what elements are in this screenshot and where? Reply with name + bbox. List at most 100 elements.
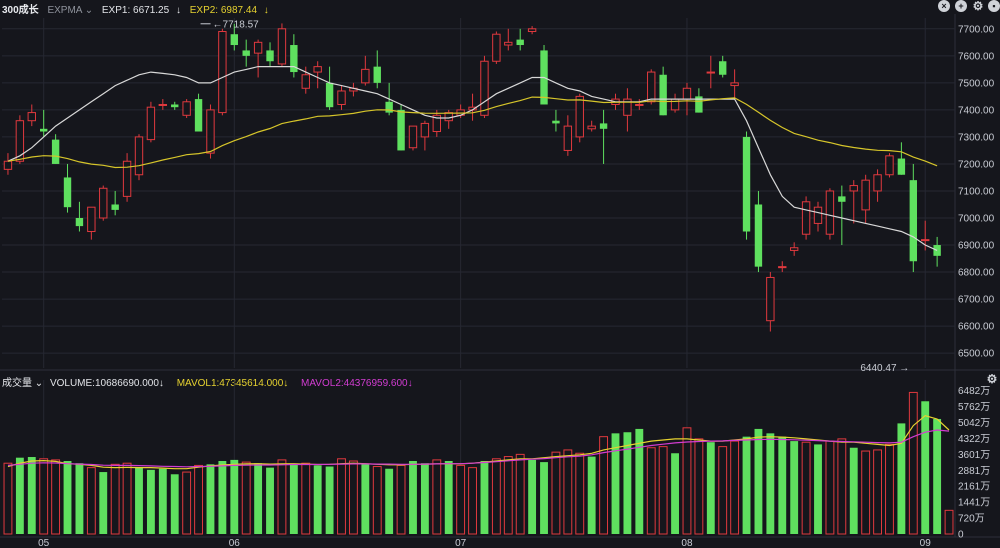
volume-bar (682, 427, 692, 535)
volume-bar (86, 467, 96, 535)
volume-bar (825, 440, 835, 535)
candle-body (885, 155, 894, 176)
main-header: 300成长 EXPMA ⌄ EXP1: 6671.25 ↓ EXP2: 6987… (2, 1, 269, 16)
symbol-label: 300成长 (2, 5, 39, 16)
volume-bar (325, 466, 334, 534)
candle-body (277, 28, 287, 65)
indicator-dropdown[interactable]: EXPMA ⌄ (47, 5, 95, 16)
candle-body (397, 109, 405, 151)
candle-body (301, 74, 310, 89)
mavol2-line (7, 429, 950, 468)
volume-bar (933, 418, 942, 534)
volume-bar (778, 436, 787, 534)
volume-bar (491, 458, 501, 535)
volume-bar (587, 456, 596, 534)
candle-body (516, 39, 524, 46)
candle-body (27, 112, 36, 122)
exp2-label: EXP2: 6987.44 (189, 5, 258, 16)
volume-bar (396, 464, 406, 535)
exp2-arrow: ↓ (263, 5, 269, 16)
volume-bar (301, 462, 311, 535)
volume-bar (515, 453, 525, 535)
volume-tick-label: 5762万 (958, 402, 990, 413)
candle-body (909, 180, 917, 262)
volume-bar (27, 457, 36, 534)
grid-lines (0, 14, 1000, 538)
volume-bar (409, 461, 417, 534)
x-tick-label: 09 (920, 538, 932, 548)
mavol1-label: MAVOL1:47345614.000↓ (176, 378, 289, 389)
candle-body (194, 99, 203, 132)
volume-title[interactable]: 成交量 ⌄ (2, 378, 46, 389)
volume-header: 成交量 ⌄ VOLUME:10686690.000↓ MAVOL1:473456… (2, 374, 413, 389)
volume-bar (456, 464, 466, 535)
volume-bar (873, 449, 882, 535)
volume-bar (814, 444, 822, 534)
candle-body (897, 158, 906, 175)
volume-bar (420, 463, 429, 534)
volume-bar (671, 453, 679, 534)
candle-body (87, 206, 96, 233)
volume-bar (170, 474, 179, 534)
add-icon[interactable]: + (955, 0, 967, 12)
candle-body (754, 204, 763, 267)
layout-icon[interactable]: ▪ (988, 0, 1000, 12)
candle-body (408, 125, 418, 149)
settings-icon[interactable]: ⚙ (972, 0, 984, 13)
volume-tick-label: 6482万 (958, 386, 990, 397)
candle-body (182, 101, 191, 116)
price-tick-label: 7200.00 (958, 159, 995, 170)
chevron-down-icon: ⌄ (34, 378, 44, 389)
close-icon[interactable]: × (938, 0, 950, 12)
candle-body (552, 120, 560, 124)
candle-body (587, 125, 596, 130)
candle-body (933, 245, 941, 256)
x-tick-label: 05 (38, 538, 50, 548)
candle-body (171, 104, 179, 108)
candle-body (730, 82, 739, 87)
volume-bar (897, 423, 906, 534)
price-tick-label: 7400.00 (958, 105, 995, 116)
candle-body (325, 82, 334, 108)
volume-bar (801, 441, 811, 535)
candle-body (3, 160, 13, 170)
volume-bar (337, 458, 346, 535)
candle-body (766, 276, 775, 322)
volume-bar (3, 462, 13, 535)
price-tick-label: 7700.00 (958, 24, 995, 35)
volume-value-label: VOLUME:10686690.000↓ (49, 378, 164, 389)
price-tick-label: 7600.00 (958, 51, 995, 62)
volume-bar (730, 440, 740, 535)
candle-body (778, 266, 787, 269)
volume-bar (742, 436, 751, 534)
candle-body (575, 95, 584, 138)
volume-bar (277, 459, 287, 535)
candle-body (563, 125, 573, 151)
volume-bar (646, 447, 656, 535)
volume-bar (75, 463, 84, 534)
volume-bar (135, 467, 143, 534)
volume-bar (230, 459, 239, 534)
volume-bar (385, 468, 394, 534)
volume-settings-icon[interactable]: ⚙ (986, 372, 998, 386)
candle-body (146, 106, 156, 141)
low-annotation: 6440.47 → (860, 363, 909, 374)
volume-tick-label: 0 (958, 530, 964, 541)
volume-bar (122, 462, 132, 535)
volume-bar (635, 428, 644, 534)
chevron-down-icon: ⌄ (84, 5, 94, 16)
axes: 7700.00 7600.00 7500.00 7400.00 7300.00 7200.… (38, 19, 994, 548)
volume-bar (51, 459, 61, 535)
candle-body (849, 185, 858, 192)
candle-body (647, 71, 656, 103)
indicator-lines (7, 65, 938, 251)
candle-body (682, 87, 692, 100)
volume-bar (468, 467, 477, 535)
volume-bar (540, 462, 548, 534)
volume-bar (480, 461, 489, 534)
candle-body (635, 103, 644, 106)
volume-bar (206, 464, 215, 534)
candle-body (527, 28, 537, 33)
volume-bar (563, 449, 573, 535)
